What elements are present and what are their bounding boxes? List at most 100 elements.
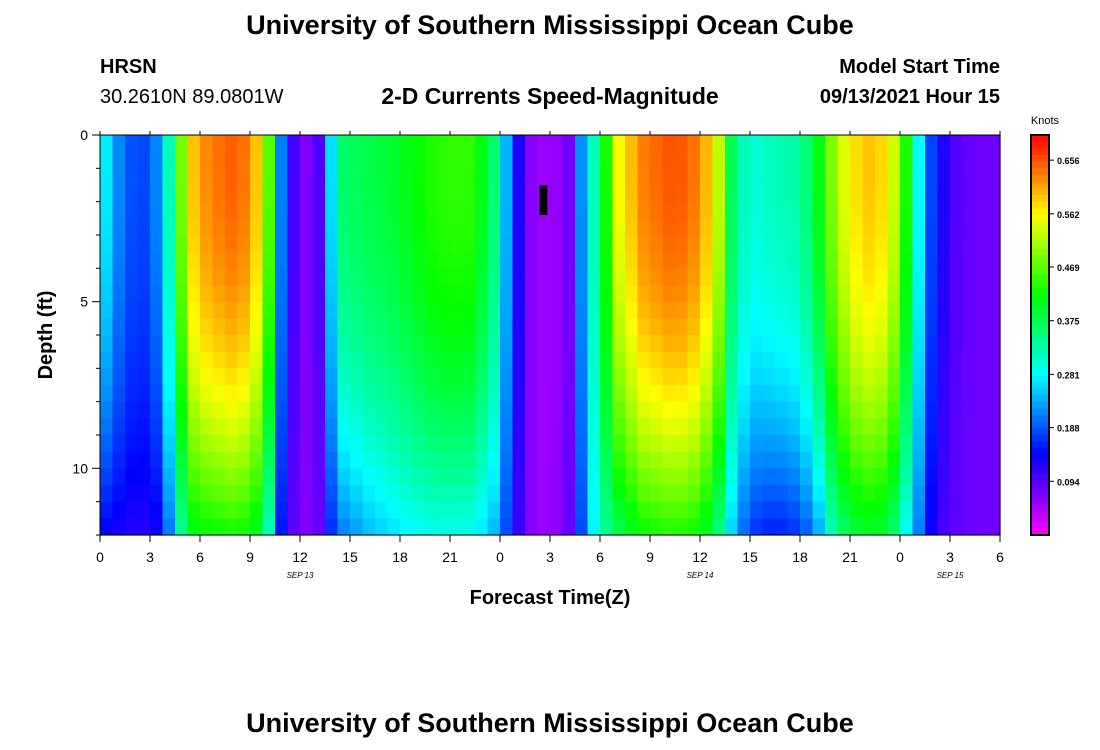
heatmap-cell — [525, 351, 539, 369]
heatmap-cell — [825, 185, 839, 203]
heatmap-cell — [387, 218, 401, 236]
heatmap-cell — [262, 251, 276, 269]
heatmap-cell — [100, 318, 114, 336]
heatmap-cell — [187, 501, 201, 519]
x-tick-label: 15 — [342, 549, 358, 565]
heatmap-cell — [700, 518, 714, 536]
heatmap-cell — [500, 201, 514, 219]
heatmap-cell — [875, 401, 889, 419]
heatmap-cell — [937, 485, 951, 503]
heatmap-cell — [750, 251, 764, 269]
heatmap-cell — [112, 468, 126, 486]
heatmap-cell — [637, 451, 651, 469]
heatmap-cell — [850, 485, 864, 503]
heatmap-cell — [487, 518, 501, 536]
colorbar-swatch — [1031, 308, 1049, 316]
heatmap-cell — [750, 285, 764, 303]
heatmap-cell — [262, 218, 276, 236]
heatmap-cell — [712, 235, 726, 253]
heatmap-cell — [950, 235, 964, 253]
heatmap-cell — [100, 235, 114, 253]
x-tick-label: 12 — [292, 549, 308, 565]
heatmap-cell — [537, 168, 551, 186]
heatmap-cell — [187, 235, 201, 253]
heatmap-cell — [125, 268, 139, 286]
heatmap-cell — [800, 151, 814, 169]
heatmap-cell — [637, 268, 651, 286]
heatmap-cell — [812, 485, 826, 503]
heatmap-cell — [362, 168, 376, 186]
heatmap-cell — [700, 301, 714, 319]
heatmap-cell — [737, 235, 751, 253]
heatmap-cell — [500, 418, 514, 436]
heatmap-cell — [237, 301, 251, 319]
heatmap-cell — [250, 168, 264, 186]
heatmap-cell — [262, 268, 276, 286]
heatmap-cell — [437, 501, 451, 519]
heatmap-cell — [750, 351, 764, 369]
heatmap-cell — [725, 451, 739, 469]
heatmap-cell — [212, 251, 226, 269]
heatmap-cell — [412, 451, 426, 469]
colorbar-frame — [1030, 134, 1050, 536]
heatmap-cell — [787, 218, 801, 236]
heatmap-cell — [250, 518, 264, 536]
heatmap-cell — [950, 385, 964, 403]
heatmap-cell — [650, 135, 664, 153]
heatmap-cell — [862, 385, 876, 403]
heatmap-cell — [237, 268, 251, 286]
heatmap-cell — [387, 451, 401, 469]
heatmap-cell — [337, 301, 351, 319]
heatmap-cell — [325, 285, 339, 303]
heatmap-cell — [975, 485, 989, 503]
heatmap-cell — [662, 485, 676, 503]
heatmap-cell — [887, 451, 901, 469]
heatmap-cell — [950, 185, 964, 203]
heatmap-cell — [600, 501, 614, 519]
heatmap-cell — [612, 301, 626, 319]
heatmap-cell — [250, 235, 264, 253]
heatmap-cell — [187, 418, 201, 436]
heatmap-cell — [675, 418, 689, 436]
heatmap-cell — [650, 285, 664, 303]
heatmap-cell — [225, 201, 239, 219]
heatmap-cell — [725, 418, 739, 436]
heatmap-cell — [162, 468, 176, 486]
heatmap-cell — [612, 418, 626, 436]
heatmap-cell — [850, 335, 864, 353]
heatmap-cell — [187, 218, 201, 236]
heatmap-cell — [825, 251, 839, 269]
heatmap-cell — [325, 401, 339, 419]
heatmap-cell — [337, 401, 351, 419]
heatmap-cell — [725, 135, 739, 153]
heatmap-cell — [150, 135, 164, 153]
heatmap-cell — [650, 485, 664, 503]
heatmap-cell — [225, 218, 239, 236]
heatmap-cell — [337, 268, 351, 286]
heatmap-cell — [900, 385, 914, 403]
heatmap-cell — [162, 285, 176, 303]
heatmap-cell — [100, 251, 114, 269]
heatmap-cell — [737, 301, 751, 319]
heatmap-cell — [300, 218, 314, 236]
heatmap-cell — [275, 185, 289, 203]
heatmap-cell — [625, 185, 639, 203]
heatmap-cell — [100, 401, 114, 419]
heatmap-cell — [725, 251, 739, 269]
heatmap-cell — [750, 318, 764, 336]
heatmap-cell — [337, 218, 351, 236]
heatmap-cell — [437, 151, 451, 169]
heatmap-cell — [162, 451, 176, 469]
heatmap-cell — [262, 318, 276, 336]
heatmap-cell — [250, 218, 264, 236]
heatmap-cell — [812, 368, 826, 386]
heatmap-cell — [100, 418, 114, 436]
heatmap-cell — [887, 401, 901, 419]
heatmap-cell — [537, 218, 551, 236]
heatmap-cell — [487, 218, 501, 236]
heatmap-cell — [925, 318, 939, 336]
heatmap-cell — [700, 468, 714, 486]
heatmap-cell — [875, 335, 889, 353]
heatmap-cell — [200, 268, 214, 286]
heatmap-cell — [350, 501, 364, 519]
